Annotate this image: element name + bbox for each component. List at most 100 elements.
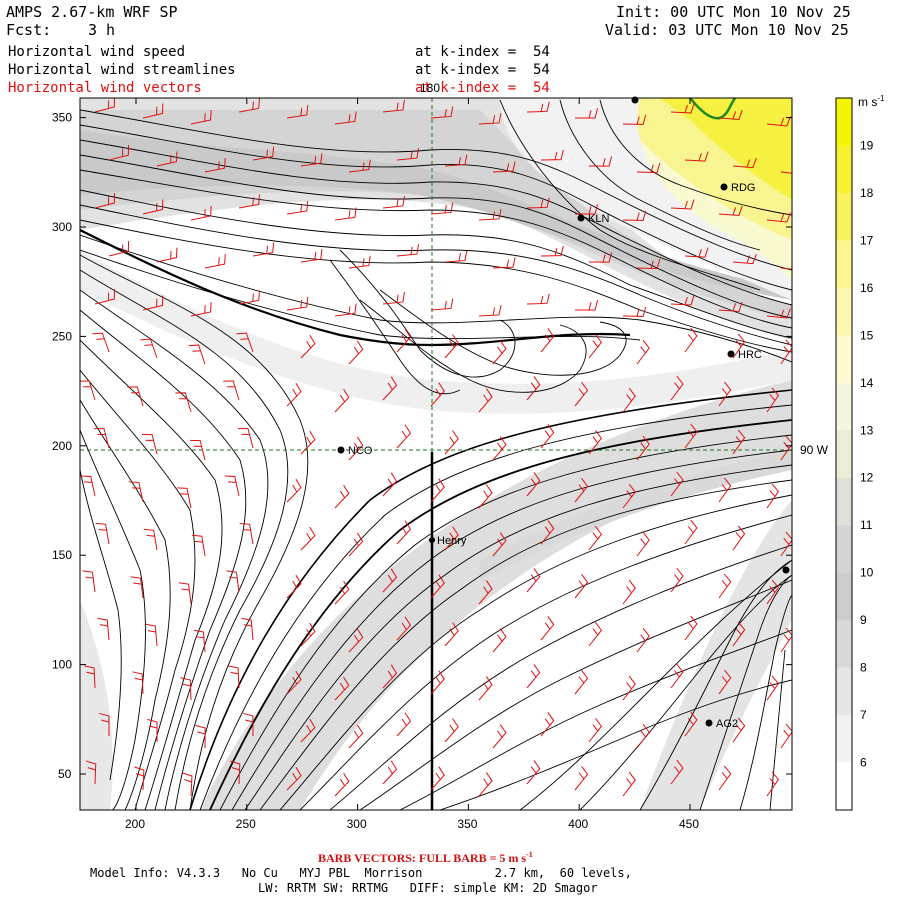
wind-barb (766, 675, 780, 701)
station-label: RDG (731, 182, 755, 194)
wind-barb (574, 670, 589, 695)
wind-barb (670, 567, 684, 593)
colorbar-swatch (836, 430, 852, 479)
colorbar-label: 14 (860, 376, 874, 390)
colorbar-swatch (836, 335, 852, 384)
wind-barb (396, 148, 420, 161)
colorbar-swatch (836, 525, 852, 574)
station-marker (577, 214, 585, 222)
wind-barb (732, 158, 757, 169)
wind-barb (190, 205, 212, 221)
station-marker (429, 537, 435, 543)
wind-barb (224, 475, 240, 497)
wind-barb (492, 340, 507, 365)
wind-barb (140, 338, 158, 359)
wind-barb (684, 519, 698, 545)
wind-barb (622, 771, 636, 797)
wind-speed-shading (80, 98, 792, 810)
wind-barb (526, 472, 541, 497)
wind-barb (188, 344, 206, 365)
colorbar-label: 10 (860, 566, 874, 580)
wind-barb (382, 568, 398, 593)
wind-barb (132, 671, 144, 695)
wind-barb (718, 381, 732, 407)
wind-barb (143, 528, 158, 551)
wind-barb (130, 576, 144, 599)
wind-barb (636, 162, 661, 174)
y-tick-label: 100 (52, 658, 72, 672)
wind-barb (230, 760, 241, 785)
wind-barb (492, 628, 507, 653)
colorbar-swatch (836, 192, 852, 241)
wind-barb (444, 334, 459, 359)
wind-barb (766, 387, 780, 413)
wind-barb (444, 154, 468, 167)
wind-barb (636, 435, 650, 461)
colorbar-label: 16 (860, 281, 874, 295)
wind-barb (99, 712, 110, 737)
wind-barb (286, 766, 302, 791)
wind-barb (86, 760, 97, 785)
wind-barb (300, 622, 316, 647)
wind-barb (396, 244, 420, 257)
wind-barb (574, 382, 589, 407)
wind-barb (718, 205, 743, 216)
colorbar-label: 9 (860, 613, 867, 627)
plot-frame (79, 97, 793, 811)
x-tick-label: 200 (125, 817, 145, 831)
wind-barb (588, 156, 613, 167)
wind-barb (766, 771, 780, 797)
wind-barb (766, 308, 791, 319)
station-label: AG2 (716, 718, 738, 730)
wind-barb (195, 724, 206, 749)
field-level-vectors: at k-index = 54 (415, 80, 550, 96)
streamlines (80, 99, 792, 810)
wind-barb (348, 724, 364, 749)
wind-barb (780, 339, 792, 365)
wind-barb (348, 159, 371, 173)
wind-barb (243, 712, 254, 737)
wind-barb (238, 194, 261, 209)
wind-barb (588, 252, 613, 263)
wind-barb (588, 526, 603, 551)
station-marker (705, 719, 713, 727)
barb-legend: BARB VECTORS: FULL BARB = 5 m s-1 (318, 850, 533, 866)
wind-barb (239, 522, 254, 545)
wind-barb (84, 665, 96, 689)
wind-barb (382, 760, 398, 785)
wind-barb (478, 676, 493, 701)
wind-barb (300, 249, 323, 263)
parallel-label: 90 W (800, 443, 829, 457)
wind-barb (176, 487, 192, 509)
wind-barb (670, 663, 684, 689)
wind-barb (430, 382, 445, 407)
wind-barb (204, 254, 226, 269)
wind-barb (334, 303, 357, 317)
wind-barb (348, 436, 364, 461)
colorbar-swatch (836, 145, 852, 194)
wind-barb (193, 629, 206, 653)
wind-barb (382, 99, 405, 113)
colorbar-swatch (836, 762, 852, 811)
wind-barb (348, 255, 371, 269)
wind-barb (526, 760, 541, 785)
init-time: Init: 00 UTC Mon 10 Nov 25 (616, 3, 851, 21)
wind-barb (622, 579, 636, 605)
wind-barb (142, 295, 164, 311)
wind-barb (622, 306, 647, 317)
wind-barb (732, 621, 746, 647)
wind-barb (156, 247, 178, 263)
wind-barb (574, 108, 599, 119)
wind-barb (93, 428, 110, 449)
y-tick-label: 200 (52, 439, 72, 453)
wind-barb (540, 616, 555, 641)
wind-barb (108, 145, 130, 161)
wind-barb (478, 305, 502, 317)
wind-barb (430, 766, 445, 791)
model-title: AMPS 2.67-km WRF SP (6, 3, 178, 21)
wind-barb (191, 534, 206, 557)
wind-barb (334, 111, 357, 125)
wind-barb (348, 532, 364, 557)
forecast-label: Fcst: (6, 21, 52, 39)
